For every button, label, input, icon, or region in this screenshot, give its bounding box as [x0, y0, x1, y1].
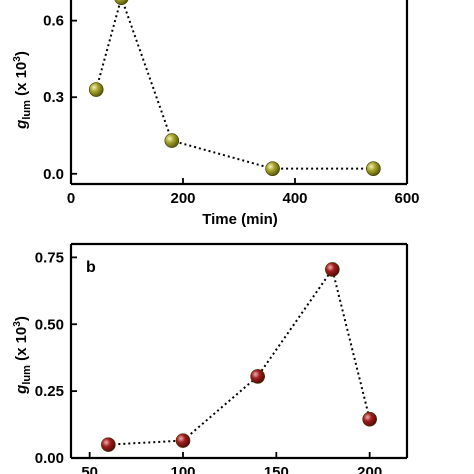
panel-a-xtick-label: 0: [67, 190, 75, 207]
panel-a-data-point: [114, 0, 129, 5]
panel-b-series-line: [108, 267, 371, 446]
panel-a-xtick-label: 400: [282, 190, 307, 207]
panel-b-data-point: [101, 437, 116, 452]
panel-b-label: b: [86, 259, 96, 276]
panel-a-data-point: [164, 133, 180, 148]
panel-b-ylabel-tail: (x 10: [13, 327, 30, 365]
panel-a-ylabel: glum (x 103): [12, 51, 33, 130]
panel-b-ytick-label: 0.00: [35, 450, 64, 467]
panel-b-ylabel-sub: lum: [21, 365, 33, 385]
panel-a-ylabel-sub: lum: [21, 100, 33, 120]
panel-b-ylabel-text: glum (x 103): [12, 316, 33, 395]
panel-b-ylabel-sup: 3: [12, 321, 23, 327]
panel-b-xtick-label: 100: [170, 464, 195, 474]
panel-a-ytick-label: 0.3: [43, 89, 64, 106]
panel-b-data-point: [175, 433, 191, 448]
panel-b-ylabel: glum (x 103): [12, 316, 33, 395]
panel-b-ytick-label: 0.50: [35, 316, 64, 333]
panel-a-ylabel-tail: (x 10: [13, 62, 30, 100]
panel-b-ytick-label: 0.25: [35, 383, 64, 400]
panel-a-xlabel: Time (min): [202, 211, 278, 228]
panel-a-xtick-label: 200: [170, 190, 195, 207]
panel-b-ytick-label: 0.75: [35, 249, 64, 266]
panel-a-ylabel-main: g: [13, 120, 30, 130]
panel-b-xtick-label: 200: [357, 464, 382, 474]
panel-b-xtick-label: 50: [81, 464, 98, 474]
panel-a-xtick-label: 600: [394, 190, 419, 207]
panel-a-ylabel-text: glum (x 103): [12, 51, 33, 130]
panel-a-data-point: [366, 161, 381, 176]
panel-b-ylabel-main: g: [13, 385, 30, 395]
panel-a-ylabel-sup: 3: [12, 56, 23, 62]
panel-a-series-line: [95, 0, 374, 170]
panel-a-chart: glum (x 103) Time (min) 0 200 400 600 0.0 0.3…: [12, 0, 420, 228]
panel-a-ytick-label: 0.0: [43, 166, 64, 183]
panel-b-data-point: [250, 369, 265, 384]
panel-a-data-point: [88, 82, 104, 97]
panel-a-ylabel-end: ): [13, 51, 30, 56]
panel-a-data-point: [265, 161, 280, 176]
panel-b-xtick-label: 150: [264, 464, 289, 474]
panel-b-chart: b glum (x 103) 50 100 150 200 0.00 0.25 0.50 0.…: [12, 242, 409, 474]
panel-b-data-point: [325, 262, 340, 277]
panel-b-data-point: [362, 411, 377, 427]
panel-b-ylabel-end: ): [13, 316, 30, 321]
panel-a-ytick-label: 0.6: [43, 13, 64, 30]
